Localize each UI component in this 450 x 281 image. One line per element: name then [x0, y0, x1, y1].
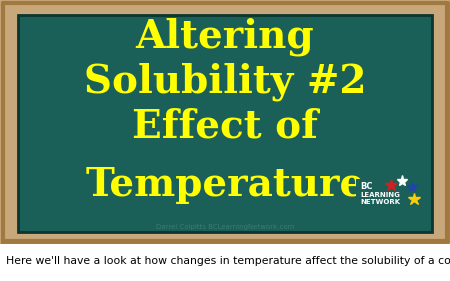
- Bar: [356, 179, 426, 217]
- Text: Temperature: Temperature: [86, 166, 365, 204]
- Text: Darrel Colpitts BCLearningNetwork.com: Darrel Colpitts BCLearningNetwork.com: [156, 223, 294, 230]
- Text: Solubility #2: Solubility #2: [84, 63, 366, 101]
- Text: Effect of: Effect of: [132, 108, 318, 146]
- Text: Here we'll have a look at how changes in temperature affect the solubility of a : Here we'll have a look at how changes in…: [6, 256, 450, 266]
- Text: NETWORK: NETWORK: [360, 199, 400, 205]
- Bar: [18, 15, 432, 232]
- Text: LEARNING: LEARNING: [360, 192, 400, 198]
- Text: BC: BC: [360, 182, 373, 191]
- Text: Altering: Altering: [136, 18, 314, 56]
